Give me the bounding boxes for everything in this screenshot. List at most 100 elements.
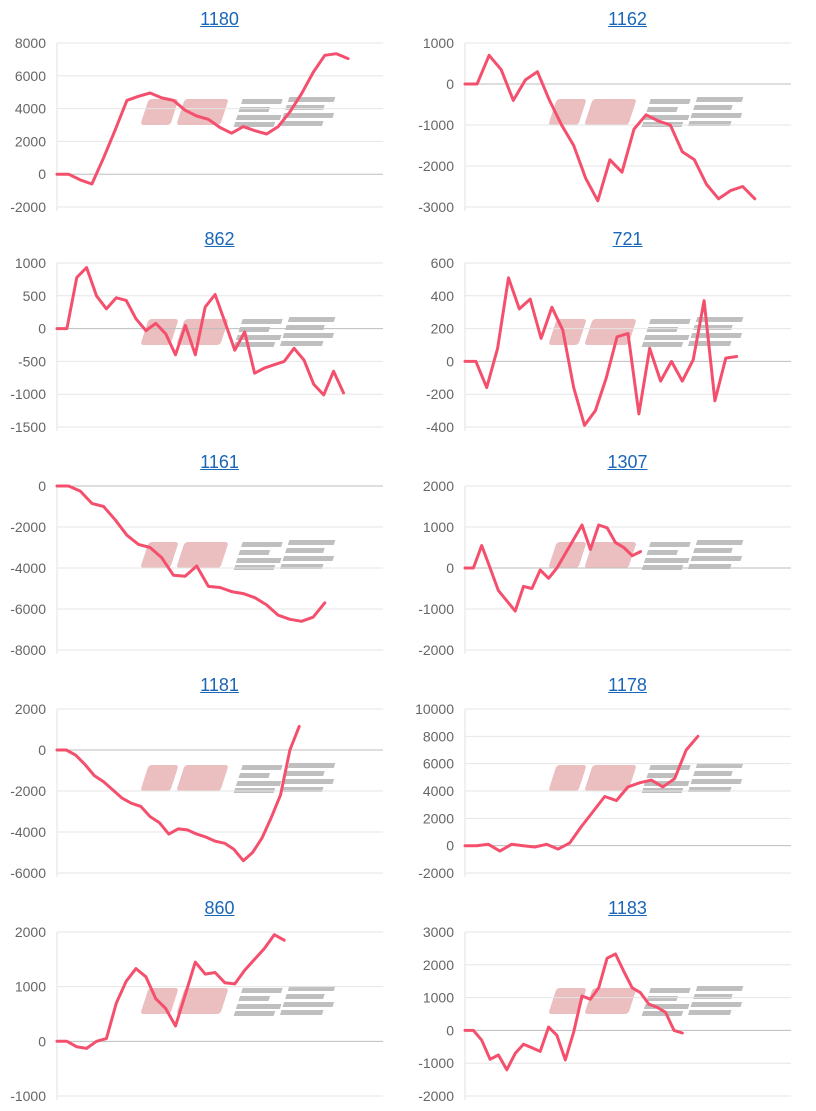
watermark-gray-stripe <box>690 556 743 561</box>
chart-title-link[interactable]: 1181 <box>200 675 239 695</box>
watermark-gray-stripe <box>282 1002 335 1007</box>
chart-title-link[interactable]: 1183 <box>608 898 647 918</box>
watermark-gray-stripe <box>279 121 324 126</box>
watermark-gray-stripe <box>238 996 271 1001</box>
chart-title-link[interactable]: 1162 <box>608 9 647 29</box>
watermark-logo <box>549 986 744 1016</box>
chart-title-link[interactable]: 1307 <box>607 452 648 472</box>
series-line <box>55 724 301 863</box>
watermark-pink-mark <box>585 765 636 791</box>
watermark-gray-stripe <box>649 765 691 770</box>
line-chart: 8000 6000 4000 2000 0 -2000 <box>10 35 383 215</box>
watermark-gray-stripe <box>241 319 283 324</box>
watermark-gray-stripe <box>241 765 283 770</box>
watermark-gray-stripe <box>233 122 276 127</box>
line-chart: 1000 0 -1000 -2000 -3000 <box>418 35 791 215</box>
y-tick-label: 1000 <box>15 255 46 271</box>
watermark-pink-mark <box>141 765 178 791</box>
series-line <box>463 53 757 203</box>
watermark-pink-mark <box>549 542 586 568</box>
watermark-pink-mark <box>585 99 636 125</box>
watermark-gray-stripe <box>649 988 691 993</box>
watermark-gray-stripe <box>693 771 733 776</box>
watermark-gray-stripe <box>646 550 679 555</box>
chart-panel: 2000 1000 0 -1000 860 <box>0 889 408 1111</box>
watermark-gray-stripe <box>285 994 325 999</box>
series-line <box>55 266 345 397</box>
chart-panel: 8000 6000 4000 2000 0 -2000 1180 <box>0 0 408 222</box>
watermark-gray-stripe <box>287 97 336 102</box>
y-tick-label: 500 <box>23 288 47 304</box>
series-line <box>55 52 350 186</box>
line-chart: 2000 1000 0 -1000 -2000 <box>418 478 791 658</box>
y-tick-label: -2000 <box>10 783 46 799</box>
watermark-gray-stripe <box>238 773 271 778</box>
watermark-gray-stripe <box>643 558 690 563</box>
watermark-gray-stripe <box>238 550 271 555</box>
y-tick-label: -2000 <box>418 1088 454 1104</box>
line-chart: 10000 8000 6000 4000 2000 0 -2000 <box>415 701 791 881</box>
y-tick-label: -6000 <box>10 865 46 881</box>
watermark-gray-stripe <box>690 113 743 118</box>
y-tick-label: 1000 <box>423 519 454 535</box>
y-tick-label: -2000 <box>418 158 454 174</box>
chart-panel: 0 -2000 -4000 -6000 -8000 1161 <box>0 443 408 665</box>
chart-title: 862 <box>56 228 383 250</box>
watermark-gray-stripe <box>287 317 336 322</box>
y-tick-label: 2000 <box>423 810 454 826</box>
chart-title-link[interactable]: 1180 <box>200 9 239 29</box>
y-tick-label: 200 <box>431 321 455 337</box>
chart-title-link[interactable]: 1161 <box>200 452 239 472</box>
y-tick-label: -2000 <box>10 519 46 535</box>
watermark-logo <box>141 763 336 793</box>
chart-panel: 1000 0 -1000 -2000 -3000 1162 <box>408 0 816 222</box>
watermark-logo <box>549 763 744 793</box>
chart-title: 1307 <box>464 451 791 473</box>
y-tick-label: 2000 <box>423 957 454 973</box>
watermark-gray-stripe <box>649 319 691 324</box>
watermark-gray-stripe <box>233 1011 276 1016</box>
chart-panel: 10000 8000 6000 4000 2000 0 -2000 1178 <box>408 666 816 888</box>
watermark-gray-stripe <box>235 115 282 120</box>
watermark-logo <box>141 97 336 127</box>
chart-title: 1181 <box>56 674 383 696</box>
line-chart: 3000 2000 1000 0 -1000 -2000 <box>418 924 791 1104</box>
y-tick-label: -8000 <box>10 642 46 658</box>
watermark-gray-stripe <box>282 556 335 561</box>
y-tick-label: -200 <box>426 386 454 402</box>
chart-panel: 600 400 200 0 -200 -400 721 <box>408 220 816 442</box>
y-tick-label: 6000 <box>423 756 454 772</box>
watermark-pink-mark <box>177 542 228 568</box>
y-tick-label: 1000 <box>423 35 454 51</box>
y-tick-label: 8000 <box>15 35 46 51</box>
watermark-gray-stripe <box>241 542 283 547</box>
watermark-gray-stripe <box>690 1002 743 1007</box>
watermark-gray-stripe <box>282 113 335 118</box>
watermark-logo <box>141 986 336 1016</box>
y-tick-label: -1000 <box>418 601 454 617</box>
y-tick-label: 6000 <box>15 68 46 84</box>
y-tick-label: -1500 <box>10 419 46 435</box>
chart-title: 1161 <box>56 451 383 473</box>
chart-title-link[interactable]: 860 <box>204 898 235 918</box>
y-tick-label: -4000 <box>10 824 46 840</box>
chart-title: 721 <box>464 228 791 250</box>
watermark-gray-stripe <box>687 1010 732 1015</box>
y-tick-label: 1000 <box>15 979 46 995</box>
watermark-logo <box>549 97 744 127</box>
watermark-pink-mark <box>177 99 228 125</box>
chart-title-link[interactable]: 1178 <box>608 675 647 695</box>
watermark-logo <box>141 540 336 570</box>
chart-title-link[interactable]: 721 <box>612 229 643 249</box>
watermark-gray-stripe <box>646 773 679 778</box>
series-line <box>463 734 700 853</box>
watermark-pink-mark <box>585 319 636 345</box>
watermark-gray-stripe <box>641 1011 684 1016</box>
y-tick-label: 0 <box>38 1033 46 1049</box>
y-tick-label: 2000 <box>423 478 454 494</box>
y-tick-label: 0 <box>446 353 454 369</box>
y-tick-label: 2000 <box>15 701 46 717</box>
chart-title-link[interactable]: 862 <box>204 229 235 249</box>
watermark-gray-stripe <box>646 327 679 332</box>
series-line <box>55 933 286 1050</box>
